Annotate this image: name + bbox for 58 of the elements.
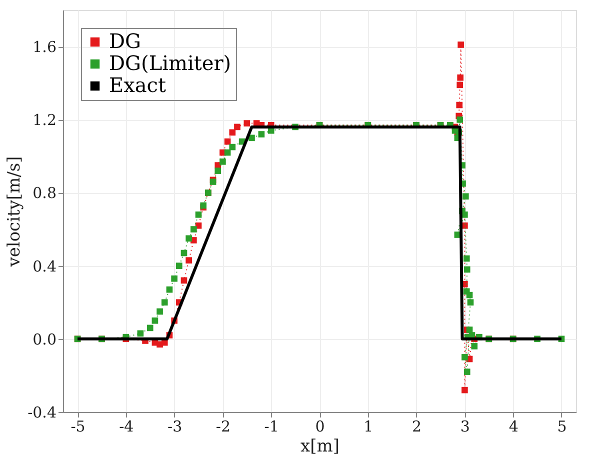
- y-tick-label: 1.2: [32, 111, 56, 130]
- point: [258, 131, 265, 138]
- point: [137, 330, 144, 337]
- y-tick-label: 0.8: [32, 184, 56, 202]
- point: [229, 144, 236, 150]
- point: [180, 250, 188, 256]
- point: [186, 257, 192, 264]
- point: [186, 235, 192, 242]
- point: [456, 102, 463, 108]
- x-tick-label: -5: [70, 418, 86, 436]
- y-tick-label: 0.4: [32, 257, 56, 276]
- x-tick-label: 4: [508, 418, 518, 436]
- point: [156, 308, 163, 315]
- point: [152, 317, 158, 324]
- point: [471, 343, 478, 350]
- point: [220, 158, 226, 165]
- point: [214, 168, 222, 174]
- point: [244, 120, 250, 126]
- x-axis-title: x[m]: [300, 436, 340, 456]
- point: [464, 266, 470, 273]
- y-tick-label: 0.0: [32, 330, 56, 348]
- point: [467, 299, 474, 306]
- x-tick-label: 1: [364, 418, 374, 436]
- legend-label: DG(Limiter): [109, 51, 232, 75]
- point: [195, 211, 202, 218]
- x-tick-label: -4: [119, 418, 134, 436]
- point: [180, 277, 188, 284]
- point: [462, 386, 468, 394]
- y-tick-label: -0.4: [28, 404, 56, 422]
- x-tick-label: 3: [460, 418, 470, 436]
- point: [466, 292, 473, 298]
- point: [248, 134, 255, 142]
- point: [146, 324, 154, 332]
- point: [190, 226, 197, 232]
- legend-label: Exact: [109, 73, 166, 97]
- legend-label: DG: [109, 29, 142, 53]
- y-axis-title: velocity[m/s]: [4, 156, 25, 268]
- point: [457, 74, 464, 81]
- point: [166, 286, 173, 293]
- point: [456, 116, 464, 123]
- point: [171, 275, 178, 282]
- x-tick-label: -2: [216, 418, 231, 436]
- point: [463, 255, 470, 262]
- point: [229, 129, 236, 136]
- x-tick-label: -3: [168, 418, 182, 436]
- point: [458, 42, 464, 48]
- point: [234, 124, 240, 130]
- point: [176, 262, 182, 269]
- x-tick-label: 5: [557, 418, 567, 436]
- y-tick-label: 1.6: [32, 38, 56, 56]
- point: [462, 193, 469, 200]
- x-tick-label: 0: [315, 418, 325, 436]
- x-tick-label: -1: [264, 418, 279, 436]
- point: [464, 368, 470, 375]
- x-tick-label: 2: [412, 418, 422, 436]
- point: [456, 82, 464, 88]
- point: [161, 299, 168, 306]
- point: [462, 354, 468, 360]
